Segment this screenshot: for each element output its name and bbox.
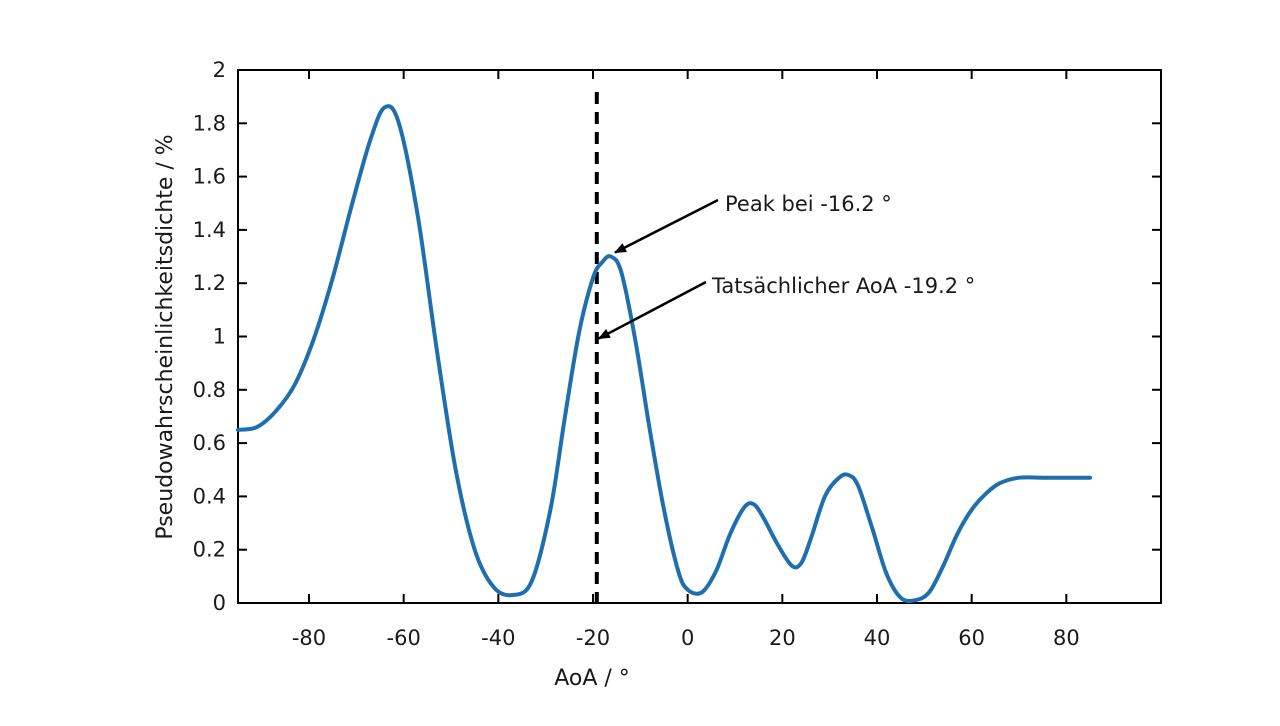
y-tick-label: 2	[213, 58, 226, 82]
x-tick-label: 40	[864, 626, 891, 650]
y-axis-ticks: 0 0.2 0.4 0.6 0.8 1 1.2 1.4 1.6 1.8 2	[193, 58, 1161, 615]
x-axis-ticks: -80 -60 -40 -20 0 20 40 60 80	[292, 70, 1080, 650]
x-tick-label: -40	[481, 626, 515, 650]
x-tick-label: 60	[958, 626, 985, 650]
x-tick-label: -20	[576, 626, 610, 650]
peak-annotation-arrow	[614, 198, 719, 254]
plot-frame	[237, 69, 1162, 604]
x-tick-label: 80	[1053, 626, 1080, 650]
y-tick-label: 0.2	[193, 538, 226, 562]
y-tick-label: 1.2	[193, 271, 226, 295]
y-tick-label: 1.4	[193, 218, 226, 242]
x-tick-label: 20	[769, 626, 796, 650]
y-tick-label: 1	[213, 325, 226, 349]
x-axis-title: AoA / °	[554, 666, 630, 691]
true-aoa-annotation-text: Tatsächlicher AoA -19.2 °	[711, 274, 975, 298]
y-axis-title: Pseudowahrscheinlichkeitsdichte / %	[153, 134, 178, 539]
y-tick-label: 1.6	[193, 165, 226, 189]
y-tick-label: 0.6	[193, 431, 226, 455]
y-tick-label: 0	[213, 591, 226, 615]
y-tick-label: 0.8	[193, 378, 226, 402]
annotations: Peak bei -16.2 ° Tatsächlicher AoA -19.2 …	[597, 192, 975, 340]
x-tick-label: -60	[387, 626, 421, 650]
peak-annotation-text: Peak bei -16.2 °	[725, 192, 892, 216]
true-aoa-annotation-arrow	[597, 280, 707, 340]
y-tick-label: 1.8	[193, 111, 226, 135]
x-tick-label: -80	[292, 626, 326, 650]
y-tick-label: 0.4	[193, 484, 226, 508]
x-tick-label: 0	[681, 626, 694, 650]
series-line	[236, 104, 1092, 604]
